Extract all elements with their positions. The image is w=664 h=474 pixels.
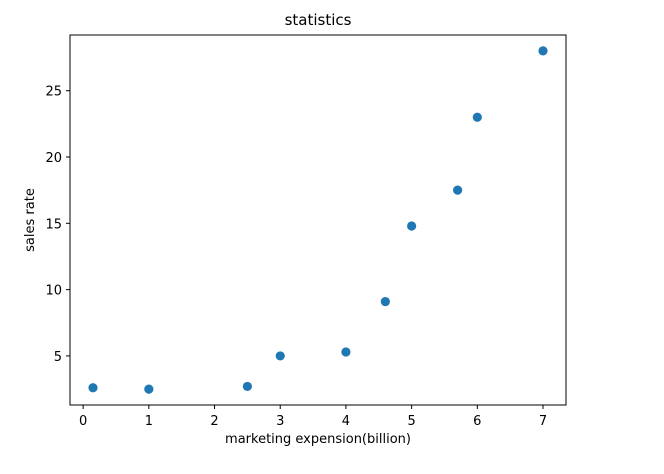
y-tick-label: 15: [45, 217, 62, 232]
x-tick-label: 7: [539, 414, 547, 429]
data-point: [380, 296, 390, 307]
data-point: [538, 46, 548, 56]
y-axis-label: sales rate: [23, 188, 38, 252]
x-tick-label: 3: [276, 414, 284, 429]
x-tick-label: 1: [145, 414, 153, 429]
x-axis-ticks: 0 1 2 3 4 5 6 7: [79, 405, 547, 429]
data-point: [88, 383, 98, 393]
y-tick-label: 20: [45, 151, 62, 166]
y-tick-label: 10: [45, 284, 62, 299]
data-point: [453, 185, 463, 195]
y-tick-label: 5: [54, 350, 62, 365]
data-point: [275, 351, 285, 361]
x-tick-label: 5: [407, 414, 415, 429]
x-tick-label: 4: [342, 414, 350, 429]
plot-background: [70, 35, 566, 405]
x-tick-label: 6: [473, 414, 481, 429]
data-points: [88, 46, 548, 394]
data-point: [407, 221, 417, 231]
data-point: [341, 347, 351, 357]
data-point: [472, 112, 482, 122]
x-axis-label: marketing expension(billion): [225, 432, 411, 447]
data-point: [144, 384, 154, 394]
plot-frame: [69, 34, 567, 406]
y-axis-ticks: 5 10 15 20 25: [45, 85, 70, 365]
data-point: [242, 381, 252, 392]
chart-title: statistics: [285, 11, 352, 29]
x-tick-label: 2: [210, 414, 218, 429]
y-tick-label: 25: [45, 85, 62, 100]
x-tick-label: 0: [79, 414, 87, 429]
